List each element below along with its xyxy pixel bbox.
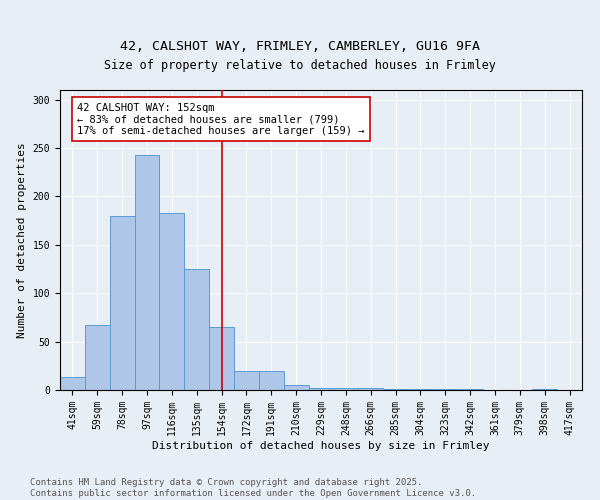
Bar — [334, 388, 358, 390]
Y-axis label: Number of detached properties: Number of detached properties — [17, 142, 27, 338]
Bar — [60, 378, 85, 390]
Bar — [259, 370, 284, 390]
Bar — [358, 388, 383, 390]
Text: 42, CALSHOT WAY, FRIMLEY, CAMBERLEY, GU16 9FA: 42, CALSHOT WAY, FRIMLEY, CAMBERLEY, GU1… — [120, 40, 480, 52]
Bar — [383, 389, 408, 390]
Bar — [458, 389, 482, 390]
Bar — [532, 389, 557, 390]
Bar — [433, 389, 458, 390]
Bar — [85, 325, 110, 390]
Bar — [408, 389, 433, 390]
Bar — [284, 385, 308, 390]
Bar — [184, 269, 209, 390]
Bar — [134, 155, 160, 390]
Bar — [110, 216, 134, 390]
X-axis label: Distribution of detached houses by size in Frimley: Distribution of detached houses by size … — [152, 440, 490, 450]
Bar — [160, 213, 184, 390]
Bar — [234, 370, 259, 390]
Text: Size of property relative to detached houses in Frimley: Size of property relative to detached ho… — [104, 60, 496, 72]
Text: Contains HM Land Registry data © Crown copyright and database right 2025.
Contai: Contains HM Land Registry data © Crown c… — [30, 478, 476, 498]
Bar — [209, 327, 234, 390]
Text: 42 CALSHOT WAY: 152sqm
← 83% of detached houses are smaller (799)
17% of semi-de: 42 CALSHOT WAY: 152sqm ← 83% of detached… — [77, 102, 364, 136]
Bar — [308, 388, 334, 390]
